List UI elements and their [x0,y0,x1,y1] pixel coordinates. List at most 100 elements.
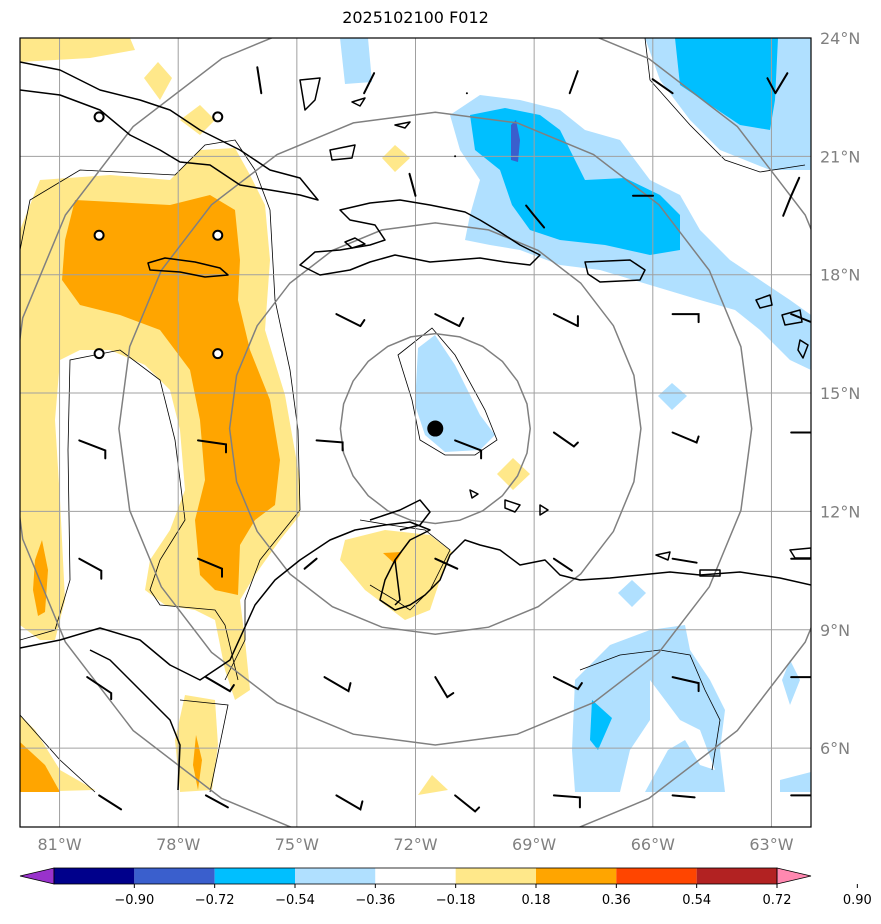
field-positive-light [382,145,410,172]
lon-tick-label: 69°W [512,835,556,854]
wind-barb [323,676,352,693]
range-rings [20,38,811,827]
colorbar-outline [53,867,778,885]
wind-barb [671,431,700,444]
lon-tick-label: 81°W [37,835,81,854]
wind-barb [408,172,417,197]
colorbar-swatch [295,868,376,884]
coastline-island [781,309,803,326]
field-negative-light [658,383,687,410]
gridlines [20,38,811,827]
colorbar-swatch [134,868,215,884]
field-negative-light [782,660,800,705]
range-ring [118,111,753,746]
wind-barb [335,313,366,328]
field-positive-light [418,775,448,795]
coastline-island [539,504,549,516]
lat-tick-label: 6°N [820,739,850,758]
coastline-island [394,121,411,129]
colorbar: −0.90 −0.72 −0.54 −0.36 −0.18 0.18 0.36 0.54 0.7… [19,867,872,908]
wind-barbs [78,66,811,813]
wind-barb [86,676,113,701]
field-positive-medium [20,742,60,792]
wind-barb [552,557,573,572]
coastlines [20,61,811,791]
map-title: 2025102100 F012 [342,8,489,27]
field-negative-strong [511,120,520,162]
field-negative-light [340,38,372,84]
wind-barb [303,557,318,570]
wind-barb [335,794,364,811]
coastline-jamaica [147,257,229,278]
coastline-island [755,294,773,309]
wind-barb [78,439,107,460]
colorbar-label: 0.90 [843,893,872,908]
wind-barb [78,557,103,580]
coastline-island [789,547,811,559]
wind-barb [454,794,481,813]
field-negative-medium [675,38,778,130]
lat-tick-label: 18°N [820,266,860,285]
colorbar-label: 0.54 [682,893,711,908]
lat-tick-label: 24°N [820,29,860,48]
lon-tick-label: 63°W [749,835,793,854]
wind-barb [204,676,235,693]
wind-barb [790,313,811,324]
contour-line [20,139,301,681]
wind-barb [552,794,581,809]
wind-barb [651,78,674,95]
lat-tick-label: 9°N [820,621,850,640]
field-negative-medium [590,700,612,750]
wind-barb [782,176,801,217]
field-negative-light [618,580,646,607]
wind-barb [363,72,376,95]
coastline-island [299,77,321,111]
colorbar-swatch [616,868,697,884]
coastline-mainland [394,559,401,606]
station-marker [93,229,105,241]
wind-barb [256,66,263,95]
field-positive-medium [193,735,202,790]
wind-barb [671,557,698,564]
colorbar-label: −0.18 [436,893,476,908]
wind-barb [671,794,696,799]
wind-barb [454,439,483,460]
coastline-island [504,499,521,513]
coastline-mainland [89,649,181,791]
contour-line [20,349,239,681]
coastline-island [699,569,721,577]
field-positive-light [180,105,215,135]
contour-line [579,649,721,771]
field-positive-light [340,530,452,620]
wind-barb [197,439,227,454]
contour-line [644,38,806,173]
station-marker [212,111,224,123]
wind-barb [197,557,223,578]
field-positive-medium [383,552,402,564]
wind-barb [434,313,465,328]
map-frame [19,37,812,828]
coastline-mainland [20,521,811,681]
colorbar-swatch [455,868,536,884]
wind-barb [766,72,789,95]
lat-tick-label: 21°N [820,147,860,166]
colorbar-swatch [214,868,295,884]
wind-barb [525,204,546,229]
lon-tick-label: 78°W [156,835,200,854]
coastline-island [797,339,809,359]
colorbar-label: 0.18 [522,893,551,908]
field-positive-medium [33,540,48,616]
wind-barb [552,313,579,328]
colorbar-swatch [54,868,135,884]
coastline-island [351,97,366,107]
range-ring [20,38,811,827]
field-positive-light [497,458,530,490]
wind-barb [315,439,344,452]
field-positive-medium [62,195,280,595]
coastline-cuba [20,61,319,201]
wind-barb [671,676,700,693]
station-marker [212,229,224,241]
colorbar-label: 0.36 [602,893,631,908]
wind-barb [552,431,579,448]
